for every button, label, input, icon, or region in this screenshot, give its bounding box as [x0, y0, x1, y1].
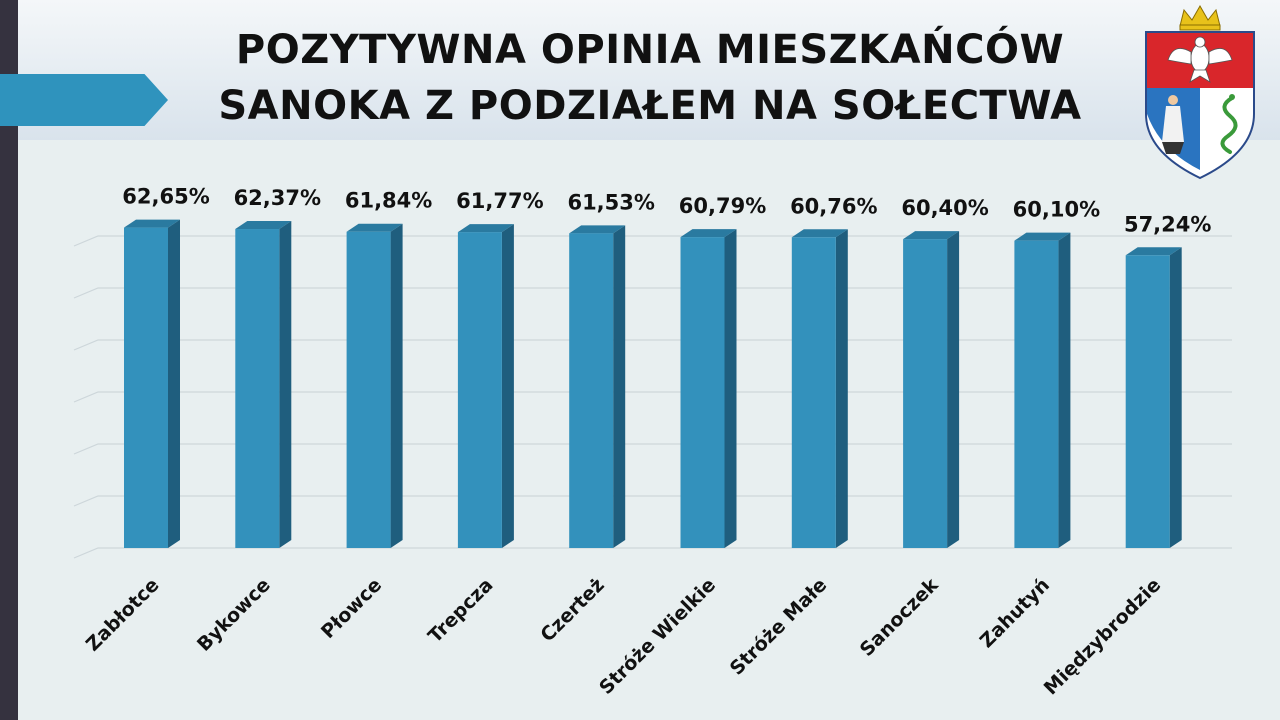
- chart-bar-front: [124, 227, 168, 548]
- chart-value-label: 61,84%: [345, 189, 432, 213]
- chart-bar: [569, 225, 626, 548]
- chart-category-label: Stróże Małe: [726, 574, 832, 680]
- accent-arrow-shape: [0, 74, 168, 126]
- title-line-1: POZYTYWNA OPINIA MIESZKAŃCÓW: [235, 27, 1065, 73]
- chart-bar: [457, 224, 514, 548]
- chart-category-label: Zabłotce: [82, 574, 164, 656]
- chart-bar-top: [457, 224, 514, 233]
- chart-bar-side: [279, 221, 292, 548]
- chart-bar-front: [346, 231, 391, 548]
- chart-value-label: 62,65%: [122, 185, 209, 209]
- chart-value-label: 60,10%: [1013, 198, 1100, 222]
- chart-category-label: Międzybrodzie: [1040, 574, 1165, 699]
- chart-bar-front: [569, 233, 614, 548]
- chart-bar: [124, 219, 180, 548]
- gridline: [73, 391, 1232, 403]
- chart-category-label: Płowce: [317, 574, 386, 643]
- chart-bar-top: [346, 223, 403, 232]
- gridline: [73, 495, 1232, 507]
- gridline: [73, 443, 1232, 455]
- chart-bar: [680, 229, 737, 548]
- chart-bar: [903, 231, 960, 548]
- chart-value-label: 60,76%: [790, 194, 877, 218]
- chart-bar-top: [791, 229, 848, 238]
- gridline: [73, 547, 1232, 559]
- chart-bar-front: [680, 237, 725, 548]
- title-line-2: SANOKA Z PODZIAŁEM NA SOŁECTWA: [218, 83, 1082, 129]
- chart-value-label: 60,40%: [901, 196, 988, 220]
- chart-value-labels: 62,65% 62,37% 61,84% 61,77% 61,53% 60,79% 60,7…: [122, 185, 1211, 237]
- chart-bar-front: [457, 232, 502, 548]
- chart-bar-side: [501, 224, 514, 548]
- chart-value-label: 61,53%: [567, 190, 654, 214]
- chart-bar-side: [1058, 232, 1071, 549]
- chart-bar: [346, 223, 403, 548]
- chart-category-label: Czerteż: [536, 574, 608, 646]
- left-stripe: [0, 0, 18, 720]
- gridline: [73, 339, 1232, 351]
- chart-category-label: Sanoczek: [856, 574, 943, 661]
- chart-bar-front: [791, 237, 836, 549]
- chart-value-label: 61,77%: [456, 189, 543, 213]
- chart-value-label: 62,37%: [234, 186, 321, 210]
- chart-bar-side: [1169, 247, 1182, 548]
- chart-value-label: 57,24%: [1124, 212, 1211, 236]
- chart-bar-side: [168, 219, 180, 548]
- chart-bars: [124, 219, 1182, 549]
- coat-of-arms-icon: [1145, 4, 1255, 180]
- chart-bar-top: [1125, 247, 1182, 256]
- chart-bar-side: [613, 225, 626, 548]
- chart-bar-top: [235, 221, 292, 230]
- chart-bar-top: [680, 229, 737, 238]
- chart-bar-front: [1125, 255, 1170, 548]
- chart-bar-front: [903, 239, 948, 548]
- chart-category-labels: Zabłotce Bykowce Płowce Trepcza CzerteżStróż…: [82, 574, 1165, 700]
- chart-bar-side: [390, 223, 403, 548]
- chart-category-label: Stróże Wielkie: [595, 574, 720, 699]
- gridline: [73, 235, 1232, 247]
- chart-bar-side: [835, 229, 848, 549]
- chart-bar: [1125, 247, 1182, 548]
- chart-bar: [791, 229, 848, 549]
- chart-bar-top: [124, 219, 180, 228]
- chart-bar: [1014, 232, 1071, 549]
- chart-bar-front: [1014, 240, 1059, 549]
- chart-category-label: Trepcza: [424, 574, 497, 647]
- chart-category-label: Bykowce: [193, 574, 275, 656]
- chart-bar-top: [569, 225, 626, 234]
- chart-bar-side: [724, 229, 737, 548]
- chart-bar: [235, 221, 292, 548]
- slide-title: POZYTYWNA OPINIA MIESZKAŃCÓW SANOKA Z PO…: [180, 22, 1120, 134]
- gridline: [73, 287, 1232, 299]
- chart-bar-top: [903, 231, 960, 240]
- chart-category-label: Zahutyń: [976, 574, 1054, 652]
- chart-bar-side: [947, 231, 960, 548]
- chart-gridlines: [73, 235, 1232, 559]
- chart-bar-top: [1014, 232, 1071, 241]
- chart-bar-front: [235, 229, 280, 548]
- header-band: [18, 0, 1280, 140]
- chart-value-label: 60,79%: [679, 194, 766, 218]
